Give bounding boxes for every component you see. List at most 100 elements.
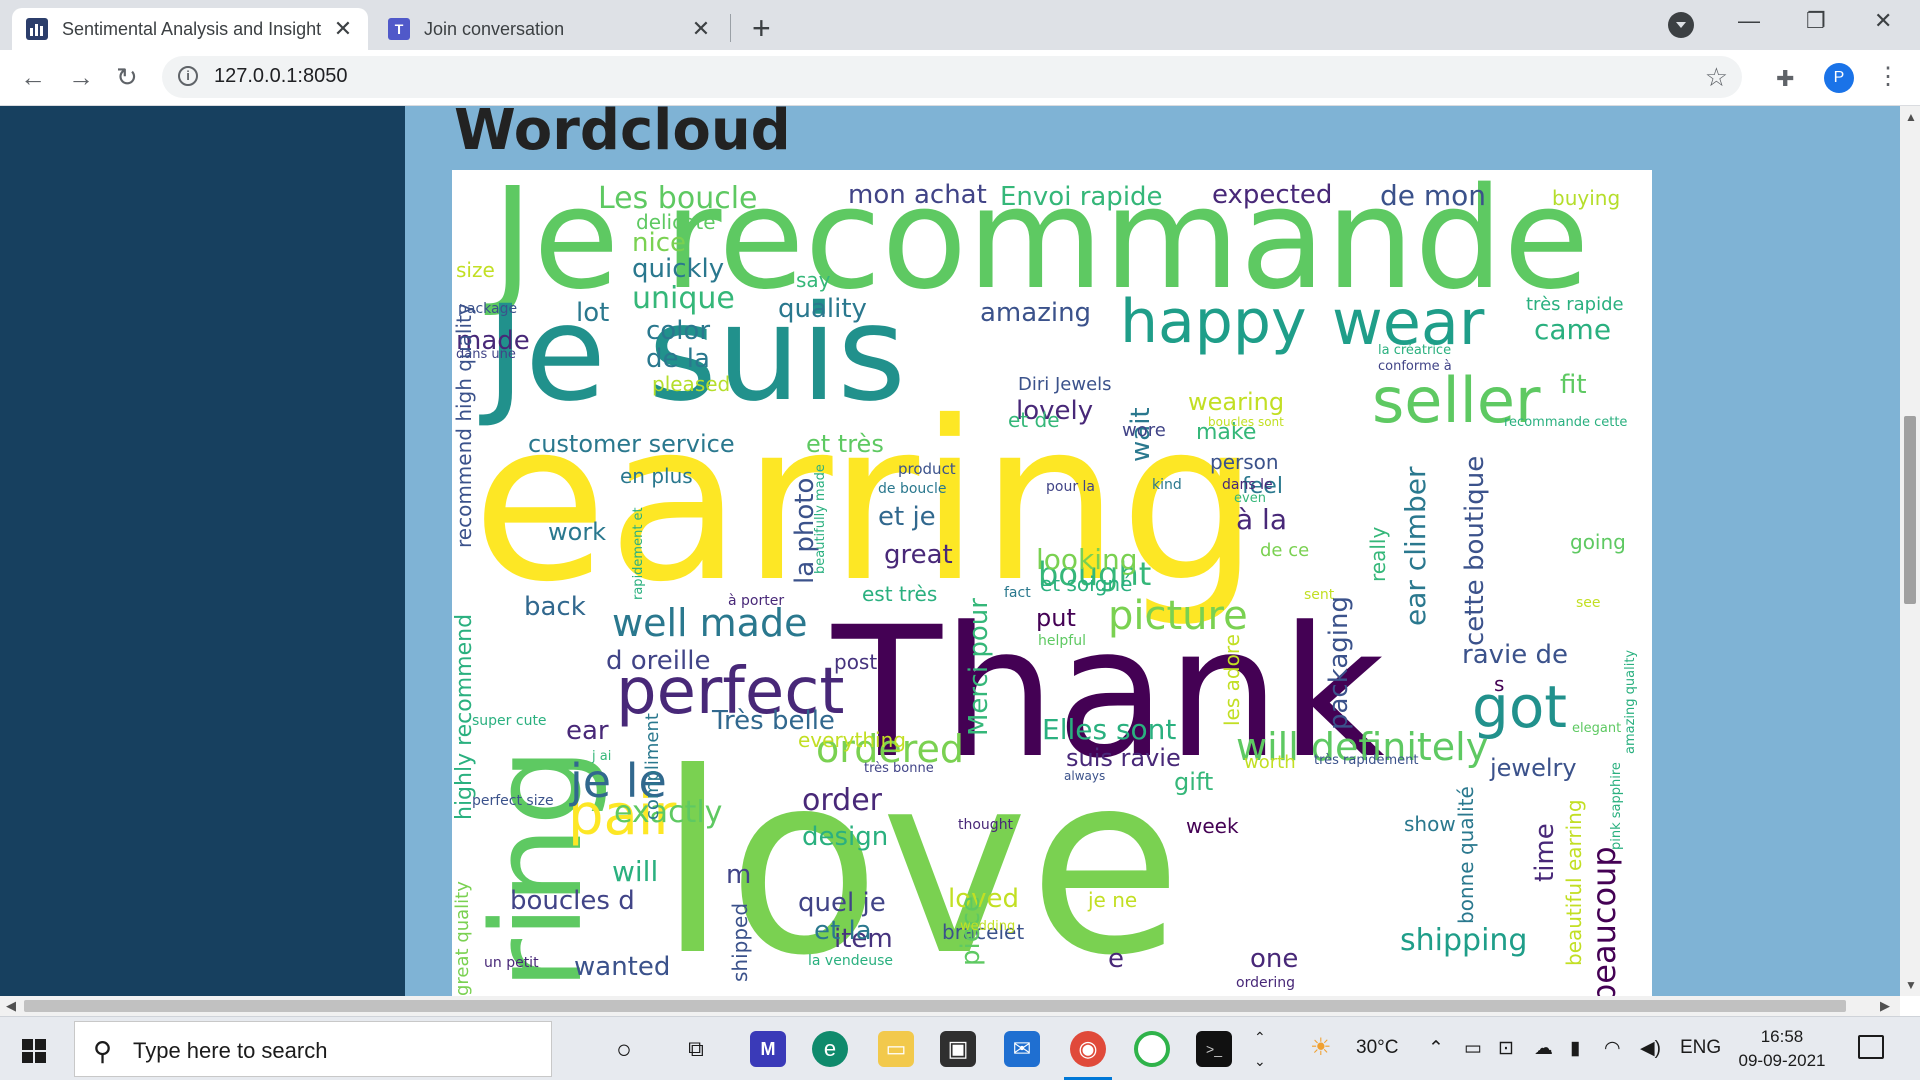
wordcloud-word: la vendeuse [808,953,893,969]
wordcloud-word: looking [1036,543,1138,576]
wordcloud-word: je ne [1088,888,1138,912]
scrollbar-thumb[interactable] [24,1000,1846,1012]
terminal-icon[interactable]: >_ [1196,1031,1232,1067]
taskbar-search-box[interactable]: ⚲ Type here to search [74,1021,552,1077]
tab-search-button[interactable] [1668,12,1694,38]
notifications-icon[interactable] [1858,1035,1884,1059]
wordcloud-word: ear [566,716,609,746]
chrome-icon[interactable]: ◉ [1070,1031,1106,1067]
tab-title: Sentimental Analysis and Insights [62,18,322,39]
horizontal-scrollbar[interactable]: ◀ ▶ [0,996,1900,1016]
tab-join-conversation[interactable]: T Join conversation ✕ [374,8,726,50]
tab-sentimental-analysis[interactable]: Sentimental Analysis and Insights ✕ [12,8,368,50]
wordcloud-word: à porter [728,593,785,609]
wordcloud-word: très rapidement [1314,753,1419,768]
forward-button[interactable]: → [68,62,94,92]
wordcloud-word: nice [632,228,686,258]
wordcloud-word: feel [1242,474,1283,499]
app-ring-icon[interactable] [1134,1031,1170,1067]
mail-icon[interactable]: ✉ [1004,1031,1040,1067]
file-explorer-icon[interactable]: ▭ [878,1031,914,1067]
meet-icon[interactable]: ⊡ [1498,1038,1514,1059]
wordcloud-word: recommend high quality [452,303,476,548]
wordcloud-word: super cute [472,713,547,729]
new-tab-button[interactable]: + [752,10,771,46]
wordcloud-word: rapidement et [631,507,646,600]
wordcloud-word: en plus [620,464,693,488]
kebab-menu-icon[interactable]: ⋮ [1876,63,1900,90]
scrollbar-thumb[interactable] [1904,416,1916,604]
close-tab-icon[interactable]: ✕ [333,16,353,41]
onedrive-icon[interactable]: ☁ [1534,1038,1553,1059]
wordcloud-word: quickly [632,254,725,284]
restore-button[interactable]: ❐ [1806,8,1826,33]
weather-temperature[interactable]: 30°C [1356,1037,1399,1058]
show-hidden-icons-icon[interactable]: ⌃ [1428,1038,1444,1059]
star-icon[interactable]: ☆ [1704,62,1728,92]
reload-button[interactable]: ↻ [116,62,138,92]
info-icon[interactable]: i [178,66,198,86]
wordcloud-word: de ce [1260,540,1310,561]
battery-icon[interactable]: ▭ [1464,1038,1482,1059]
app-icon[interactable]: M [750,1031,786,1067]
close-tab-icon[interactable]: ✕ [691,16,711,41]
wordcloud-word: Je recommande [492,170,1590,321]
wordcloud-word: Les boucle [598,181,758,216]
taskbar-clock[interactable]: 16:58 09-09-2021 [1732,1025,1832,1073]
language-indicator[interactable]: ENG [1680,1037,1722,1058]
wordcloud-word: conforme à [1378,359,1452,374]
store-icon[interactable]: ▣ [940,1031,976,1067]
scroll-up-arrow-icon[interactable]: ▲ [1905,110,1917,124]
wordcloud-word: one [1250,944,1299,974]
wordcloud-word: time [1530,823,1560,882]
wordcloud-word: going [1570,530,1626,554]
wordcloud-word: de mon [1380,179,1487,212]
wordcloud-word: dans une [456,347,516,362]
wordcloud-word: fit [1560,370,1587,400]
wordcloud-word: Merci pour [964,598,994,736]
wordcloud-word: buying [1552,186,1621,210]
wordcloud-word: came [1534,313,1612,346]
page-viewport: Wordcloud Je recommande Je suis earring … [0,106,1900,996]
cortana-icon[interactable]: ○ [616,1034,632,1064]
wordcloud-word: et la [814,916,872,946]
wordcloud-word: wanted [574,952,671,982]
microphone-icon[interactable]: ▮ [1570,1038,1581,1059]
browser-titlebar: Sentimental Analysis and Insights ✕ T Jo… [0,0,1920,50]
wordcloud-word: earring [472,374,1260,630]
profile-avatar[interactable]: P [1824,63,1854,93]
volume-icon[interactable]: ◀) [1640,1038,1661,1059]
active-app-indicator [1064,1077,1112,1080]
windows-start-icon[interactable] [22,1039,46,1063]
wordcloud-word: elegant [1572,721,1622,736]
wordcloud-word: love [658,719,1183,996]
wordcloud-word: seller [1372,364,1541,437]
wordcloud-word: je le [570,754,667,808]
minimize-button[interactable]: — [1738,8,1760,33]
scroll-down-arrow-icon[interactable]: ▼ [1905,978,1917,992]
wordcloud-word: pleased [652,372,731,396]
wordcloud-word: Envoi rapide [1000,182,1163,212]
browser-toolbar: ← → ↻ i 127.0.0.1:8050 ☆ ✚ P ⋮ [0,50,1920,106]
extensions-icon[interactable]: ✚ [1776,66,1795,91]
wifi-icon[interactable]: ◠ [1604,1038,1621,1059]
wordcloud-word: unique [632,281,735,316]
task-view-icon[interactable]: ⧉ [688,1036,704,1061]
edge-icon[interactable]: e [812,1031,848,1067]
back-button[interactable]: ← [20,62,46,92]
wordcloud-word: size [456,258,495,282]
scroll-left-arrow-icon[interactable]: ◀ [6,998,16,1013]
wordcloud-word: à la [1236,503,1287,536]
address-bar[interactable]: i 127.0.0.1:8050 ☆ [162,56,1742,98]
weather-icon: ☀ [1310,1034,1332,1061]
wordcloud-word: amazing quality [1623,649,1638,754]
wordcloud-word: boucles sont [1208,415,1284,429]
tray-scroll-icon[interactable]: ⌃ ⌄ [1254,1029,1266,1069]
wordcloud-word: design [802,822,889,852]
wordcloud-word: les adore [1220,634,1244,726]
scroll-right-arrow-icon[interactable]: ▶ [1880,998,1890,1013]
wordcloud-word: j ai [592,749,612,764]
vertical-scrollbar[interactable]: ▲ ▼ [1900,106,1920,996]
tab-separator [730,14,731,42]
close-window-button[interactable]: ✕ [1874,8,1893,33]
